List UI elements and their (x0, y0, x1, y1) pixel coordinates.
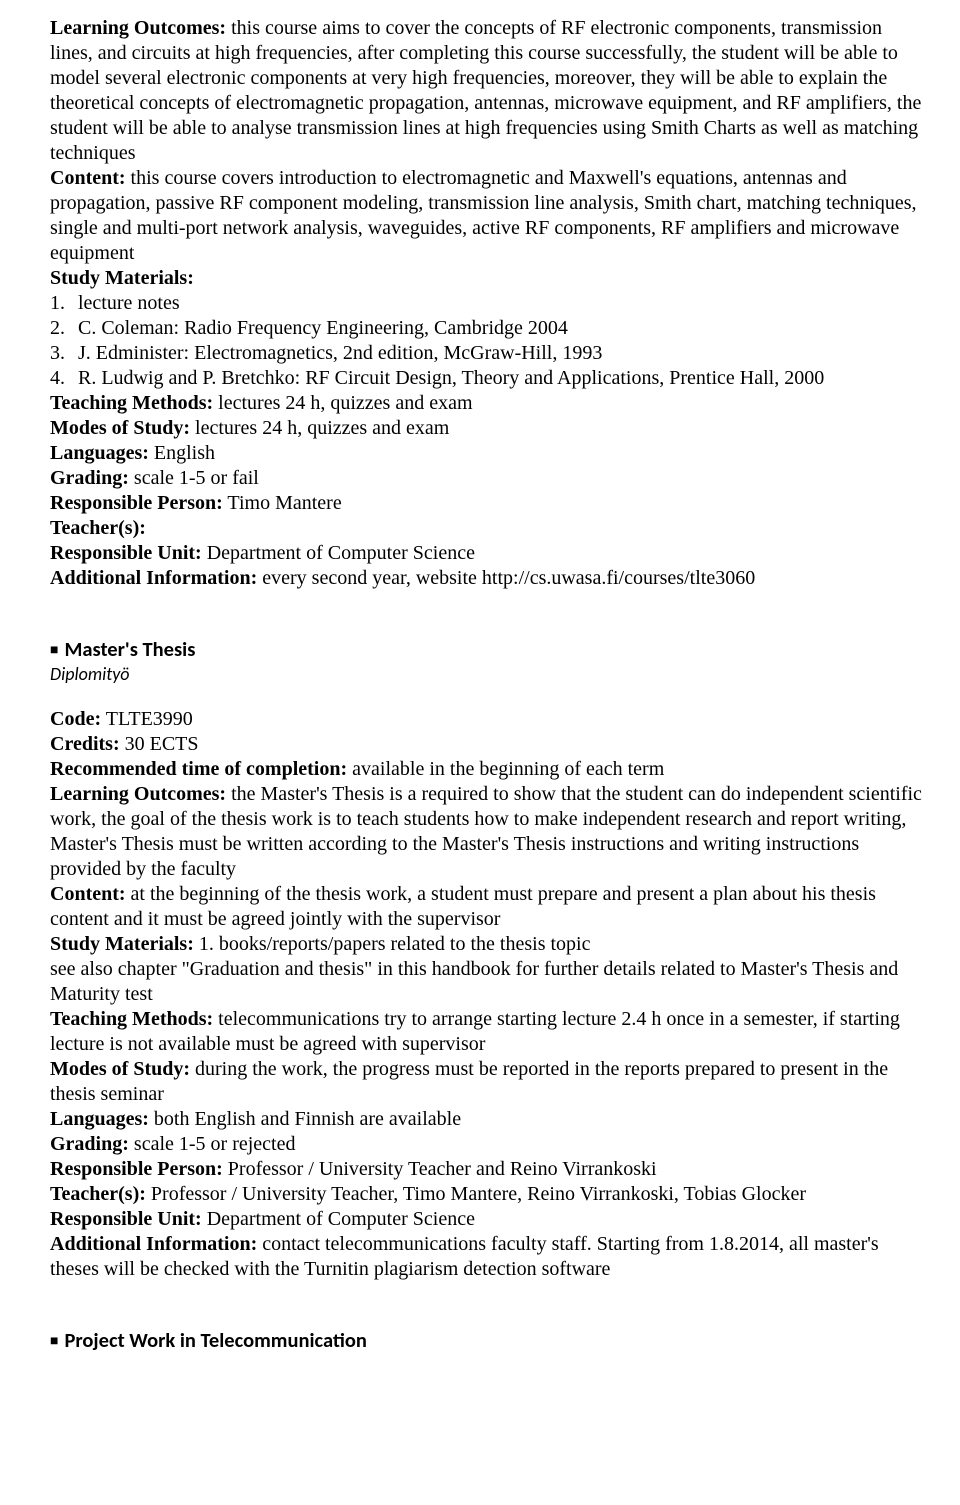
course2-code: Code: TLTE3990 (50, 707, 928, 732)
label-languages: Languages: (50, 1108, 149, 1130)
course2-responsible-person: Responsible Person: Professor / Universi… (50, 1157, 928, 1182)
square-bullet-icon: ■ (50, 1332, 58, 1349)
course2-header: ■ Master's Thesis (50, 637, 928, 663)
square-bullet-icon: ■ (50, 641, 58, 658)
label-responsible-person: Responsible Person: (50, 1158, 223, 1180)
course1-modes-of-study: Modes of Study: lectures 24 h, quizzes a… (50, 416, 928, 441)
label-teachers: Teacher(s): (50, 517, 146, 539)
course2-study-materials: Study Materials: 1. books/reports/papers… (50, 932, 928, 957)
text-modes-of-study: lectures 24 h, quizzes and exam (190, 417, 449, 439)
course2-title: Master's Thesis (64, 636, 195, 662)
label-teaching-methods: Teaching Methods: (50, 1008, 213, 1030)
text-teachers: Professor / University Teacher, Timo Man… (146, 1183, 806, 1205)
course2-content: Content: at the beginning of the thesis … (50, 882, 928, 932)
label-teaching-methods: Teaching Methods: (50, 392, 213, 414)
label-modes-of-study: Modes of Study: (50, 417, 190, 439)
text-responsible-unit: Department of Computer Science (202, 1208, 475, 1230)
text-content: at the beginning of the thesis work, a s… (50, 883, 876, 930)
text-additional-info: every second year, website http://cs.uwa… (257, 567, 755, 589)
course1-languages: Languages: English (50, 441, 928, 466)
label-teachers: Teacher(s): (50, 1183, 146, 1205)
label-additional-info: Additional Information: (50, 567, 257, 589)
label-languages: Languages: (50, 442, 149, 464)
list-item: C. Coleman: Radio Frequency Engineering,… (50, 316, 928, 341)
course2-learning-outcomes: Learning Outcomes: the Master's Thesis i… (50, 782, 928, 882)
course2-grading: Grading: scale 1-5 or rejected (50, 1132, 928, 1157)
label-content: Content: (50, 883, 126, 905)
label-content: Content: (50, 167, 126, 189)
study-materials-list: lecture notes C. Coleman: Radio Frequenc… (50, 291, 928, 391)
text-languages: English (149, 442, 215, 464)
text-recommended-time: available in the beginning of each term (347, 758, 664, 780)
label-grading: Grading: (50, 467, 129, 489)
label-recommended-time: Recommended time of completion: (50, 758, 347, 780)
label-responsible-person: Responsible Person: (50, 492, 223, 514)
course1-responsible-person: Responsible Person: Timo Mantere (50, 491, 928, 516)
label-responsible-unit: Responsible Unit: (50, 542, 202, 564)
text-study-materials: 1. books/reports/papers related to the t… (194, 933, 591, 955)
label-credits: Credits: (50, 733, 120, 755)
text-grading: scale 1-5 or rejected (129, 1133, 296, 1155)
course1-grading: Grading: scale 1-5 or fail (50, 466, 928, 491)
text-responsible-person: Professor / University Teacher and Reino… (223, 1158, 657, 1180)
label-learning-outcomes: Learning Outcomes: (50, 17, 226, 39)
label-modes-of-study: Modes of Study: (50, 1058, 190, 1080)
label-study-materials: Study Materials: (50, 266, 928, 291)
text-responsible-person: Timo Mantere (223, 492, 342, 514)
list-item: R. Ludwig and P. Bretchko: RF Circuit De… (50, 366, 928, 391)
label-additional-info: Additional Information: (50, 1233, 257, 1255)
text-grading: scale 1-5 or fail (129, 467, 259, 489)
course3-header: ■ Project Work in Telecommunication (50, 1328, 928, 1354)
label-learning-outcomes: Learning Outcomes: (50, 783, 226, 805)
list-item: J. Edminister: Electromagnetics, 2nd edi… (50, 341, 928, 366)
course3-title: Project Work in Telecommunication (64, 1327, 366, 1353)
course1-learning-outcomes: Learning Outcomes: this course aims to c… (50, 16, 928, 166)
course2-subtitle: Diplomityö (50, 663, 928, 686)
label-study-materials: Study Materials: (50, 933, 194, 955)
text-code: TLTE3990 (101, 708, 193, 730)
label-code: Code: (50, 708, 101, 730)
course2-study-materials-extra: see also chapter "Graduation and thesis"… (50, 957, 928, 1007)
text-learning-outcomes: this course aims to cover the concepts o… (50, 17, 921, 164)
text-content: this course covers introduction to elect… (50, 167, 917, 264)
course2-recommended-time: Recommended time of completion: availabl… (50, 757, 928, 782)
course1-responsible-unit: Responsible Unit: Department of Computer… (50, 541, 928, 566)
text-credits: 30 ECTS (120, 733, 199, 755)
course2-teaching-methods: Teaching Methods: telecommunications try… (50, 1007, 928, 1057)
text-teaching-methods: lectures 24 h, quizzes and exam (213, 392, 472, 414)
text-responsible-unit: Department of Computer Science (202, 542, 475, 564)
list-item: lecture notes (50, 291, 928, 316)
label-responsible-unit: Responsible Unit: (50, 1208, 202, 1230)
course1-content: Content: this course covers introduction… (50, 166, 928, 266)
course2-responsible-unit: Responsible Unit: Department of Computer… (50, 1207, 928, 1232)
text-languages: both English and Finnish are available (149, 1108, 461, 1130)
label-grading: Grading: (50, 1133, 129, 1155)
course2-credits: Credits: 30 ECTS (50, 732, 928, 757)
course1-teachers: Teacher(s): (50, 516, 928, 541)
course2-teachers: Teacher(s): Professor / University Teach… (50, 1182, 928, 1207)
course2-additional-info: Additional Information: contact telecomm… (50, 1232, 928, 1282)
course1-teaching-methods: Teaching Methods: lectures 24 h, quizzes… (50, 391, 928, 416)
course1-additional-info: Additional Information: every second yea… (50, 566, 928, 591)
course2-languages: Languages: both English and Finnish are … (50, 1107, 928, 1132)
course2-modes-of-study: Modes of Study: during the work, the pro… (50, 1057, 928, 1107)
